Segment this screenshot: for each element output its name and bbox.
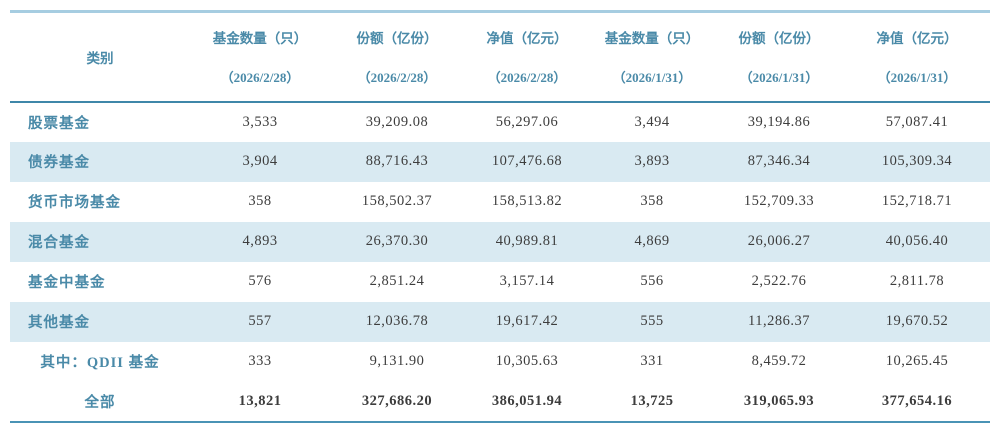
value-cell: 56,297.06	[495, 113, 559, 130]
column-header-label: 基金数量（只）	[212, 31, 308, 47]
column-header-date: （2026/2/28）	[220, 70, 300, 86]
value-cell: 158,513.82	[491, 193, 563, 209]
category-cell: 债券基金	[28, 155, 90, 171]
category-cell: 基金中基金	[28, 275, 106, 291]
value-cell: 39,209.08	[365, 113, 429, 130]
value-cell: 8,459.72	[751, 353, 807, 369]
value-cell: 10,265.45	[885, 353, 949, 369]
value-cell: 3,533	[242, 113, 278, 130]
value-cell: 26,370.30	[365, 233, 429, 249]
value-cell: 2,851.24	[369, 273, 425, 289]
value-cell: 13,821	[238, 392, 282, 409]
value-cell: 2,522.76	[751, 273, 807, 289]
table-row-money-market-funds: 货币市场基金 358 158,502.37 158,513.82 358 152…	[10, 182, 990, 222]
value-cell: 576	[248, 273, 272, 289]
value-cell: 88,716.43	[365, 153, 429, 169]
table-row-qdii-funds: 其中：QDII 基金 333 9,131.90 10,305.63 331 8,…	[10, 342, 990, 382]
table-row-stock-funds: 股票基金 3,533 39,209.08 56,297.06 3,494 39,…	[10, 102, 990, 142]
table-row-other-funds: 其他基金 557 12,036.78 19,617.42 555 11,286.…	[10, 301, 990, 342]
value-cell: 358	[248, 193, 272, 209]
column-header-category: 类别	[10, 11, 190, 103]
value-cell: 105,309.34	[881, 153, 953, 169]
category-cell: 全部	[84, 394, 116, 411]
value-cell: 3,494	[634, 113, 670, 130]
value-cell: 152,709.33	[743, 193, 815, 209]
category-cell: 其他基金	[28, 315, 90, 331]
value-cell: 3,904	[242, 153, 278, 169]
value-cell: 26,006.27	[747, 233, 811, 249]
value-cell: 11,286.37	[748, 313, 810, 329]
value-cell: 2,811.78	[889, 273, 945, 289]
table-row-total: 全部 13,821 327,686.20 386,051.94 13,725 3…	[10, 382, 990, 422]
column-header-nav-feb: 净值（亿元） （2026/2/28）	[464, 11, 590, 103]
value-cell: 10,305.63	[495, 353, 559, 369]
value-cell: 13,725	[630, 392, 674, 409]
column-header-date: （2026/1/31）	[739, 70, 819, 86]
table-row-hybrid-funds: 混合基金 4,893 26,370.30 40,989.81 4,869 26,…	[10, 221, 990, 262]
value-cell: 331	[640, 353, 664, 369]
value-cell: 557	[248, 313, 272, 329]
value-cell: 555	[640, 313, 664, 329]
column-header-label: 份额（亿份）	[738, 31, 820, 47]
column-header-label: 份额（亿份）	[356, 31, 438, 47]
value-cell: 319,065.93	[743, 392, 815, 409]
value-cell: 4,869	[634, 233, 670, 249]
value-cell: 19,670.52	[885, 313, 949, 329]
value-cell: 40,056.40	[885, 233, 949, 249]
value-cell: 377,654.16	[881, 392, 953, 409]
value-cell: 57,087.41	[885, 113, 949, 130]
column-header-count-feb: 基金数量（只） （2026/2/28）	[190, 11, 330, 103]
value-cell: 386,051.94	[491, 392, 563, 409]
value-cell: 556	[640, 273, 664, 289]
value-cell: 87,346.34	[747, 153, 811, 169]
value-cell: 4,893	[242, 233, 278, 249]
page: 类别 基金数量（只） （2026/2/28） 份额（亿份） （2026/2/28…	[10, 10, 990, 423]
column-header-date: （2026/2/28）	[357, 70, 437, 86]
column-header-nav-jan: 净值（亿元） （2026/1/31）	[844, 11, 990, 103]
column-header-date: （2026/1/31）	[612, 70, 692, 86]
value-cell: 39,194.86	[747, 113, 811, 130]
column-header-shares-jan: 份额（亿份） （2026/1/31）	[714, 11, 844, 103]
value-cell: 3,893	[634, 153, 670, 169]
value-cell: 158,502.37	[361, 193, 433, 209]
value-cell: 333	[248, 353, 272, 369]
header-row: 类别 基金数量（只） （2026/2/28） 份额（亿份） （2026/2/28…	[10, 11, 990, 103]
category-cell: 股票基金	[28, 115, 90, 132]
column-header-label: 净值（亿元）	[486, 31, 568, 47]
column-header-shares-feb: 份额（亿份） （2026/2/28）	[330, 11, 464, 103]
column-header-label: 净值（亿元）	[876, 31, 958, 47]
value-cell: 9,131.90	[369, 353, 425, 369]
category-cell: 货币市场基金	[28, 195, 121, 211]
column-header-label: 基金数量（只）	[604, 31, 700, 47]
column-header-count-jan: 基金数量（只） （2026/1/31）	[590, 11, 714, 103]
category-cell: 其中：QDII 基金	[40, 355, 160, 371]
category-cell: 混合基金	[28, 235, 90, 251]
column-header-label: 类别	[86, 50, 114, 66]
fund-statistics-table: 类别 基金数量（只） （2026/2/28） 份额（亿份） （2026/2/28…	[10, 10, 990, 423]
column-header-date: （2026/2/28）	[487, 70, 567, 86]
column-header-date: （2026/1/31）	[877, 70, 957, 86]
value-cell: 152,718.71	[881, 193, 953, 209]
value-cell: 12,036.78	[365, 313, 429, 329]
value-cell: 107,476.68	[491, 153, 563, 169]
table-row-fund-of-funds: 基金中基金 576 2,851.24 3,157.14 556 2,522.76…	[10, 262, 990, 302]
table-row-bond-funds: 债券基金 3,904 88,716.43 107,476.68 3,893 87…	[10, 141, 990, 182]
value-cell: 3,157.14	[499, 273, 555, 289]
value-cell: 19,617.42	[495, 313, 559, 329]
value-cell: 327,686.20	[361, 392, 433, 409]
value-cell: 40,989.81	[495, 233, 559, 249]
value-cell: 358	[640, 193, 664, 209]
